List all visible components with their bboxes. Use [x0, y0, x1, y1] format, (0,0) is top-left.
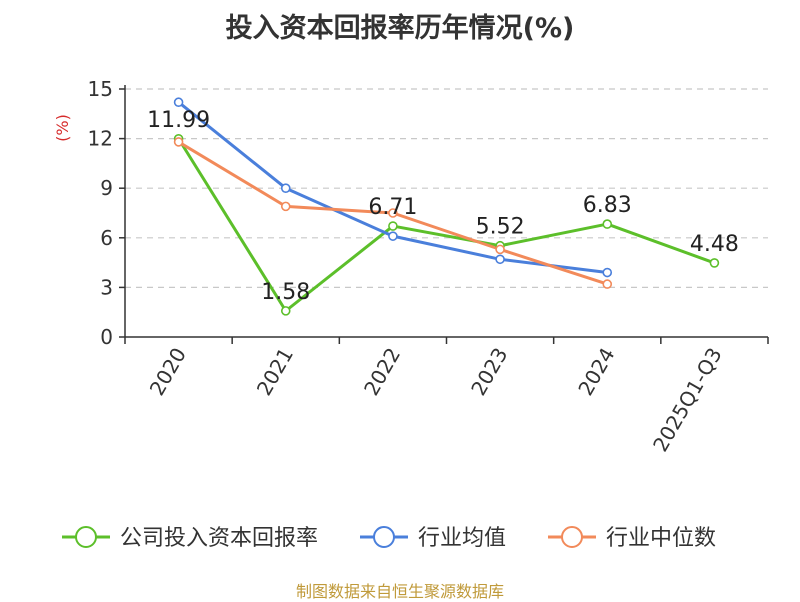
- legend-marker-0: [75, 526, 97, 548]
- data-label-3: 5.52: [476, 215, 525, 240]
- series-line-1: [177, 101, 608, 275]
- point-s0-4: [602, 219, 613, 229]
- legend-marker-1: [373, 526, 395, 548]
- legend: 公司投入资本回报率 行业均值 行业中位数: [62, 526, 716, 551]
- chart-title: 投入资本回报率历年情况(%): [225, 13, 575, 44]
- point-s2-3: [495, 244, 505, 255]
- legend-label-2: 行业中位数: [606, 526, 716, 551]
- data-label-0: 11.99: [147, 108, 210, 133]
- point-s0-2: [388, 221, 398, 231]
- point-s1-0: [173, 97, 184, 108]
- point-s2-2: [388, 208, 398, 218]
- y-tick-label-3: 3: [100, 275, 113, 299]
- y-tick-label-6: 6: [100, 226, 113, 250]
- point-s1-2: [388, 231, 398, 241]
- tick-labels: 0 3 6 9 12 15 (%) 2020 2021 2022 2023 2024 2025Q1-Q3: [53, 77, 727, 456]
- x-tick-label-2024: 2024: [573, 344, 619, 400]
- data-label-2: 6.71: [368, 195, 417, 220]
- series-points: [173, 97, 720, 316]
- axes: [119, 85, 769, 344]
- series-line-0: [177, 137, 715, 313]
- legend-marker-2: [561, 526, 583, 548]
- point-s0-1: [280, 306, 291, 316]
- data-labels: 11.99 1.58 6.71 5.52 6.83 4.48: [147, 108, 739, 305]
- x-tick-label-2025Q1-Q3: 2025Q1-Q3: [648, 344, 727, 456]
- data-label-5: 4.48: [690, 232, 739, 257]
- point-s1-3: [495, 254, 505, 265]
- point-s1-4: [602, 267, 613, 278]
- y-tick-label-12: 12: [88, 127, 113, 151]
- y-tick-label-9: 9: [100, 176, 113, 200]
- y-tick-label-15: 15: [88, 77, 113, 101]
- point-s1-1: [280, 183, 291, 193]
- point-s2-0: [173, 137, 184, 147]
- series-lines: [177, 101, 715, 313]
- x-tick-label-2020: 2020: [145, 344, 191, 400]
- y-tick-label-0: 0: [100, 325, 113, 349]
- legend-label-0: 公司投入资本回报率: [120, 526, 318, 551]
- grid-lines: [125, 88, 768, 288]
- x-tick-label-2022: 2022: [359, 344, 405, 400]
- x-tick-label-2021: 2021: [252, 344, 298, 400]
- point-s2-1: [280, 201, 291, 212]
- y-axis-label: (%): [53, 114, 72, 142]
- source-note: 制图数据来自恒生聚源数据库: [295, 582, 504, 601]
- point-s0-5: [709, 258, 720, 268]
- point-s2-4: [602, 279, 613, 289]
- x-tick-label-2023: 2023: [466, 344, 512, 400]
- data-label-4: 6.83: [583, 193, 632, 218]
- legend-label-1: 行业均值: [418, 526, 506, 551]
- data-label-1: 1.58: [261, 280, 310, 305]
